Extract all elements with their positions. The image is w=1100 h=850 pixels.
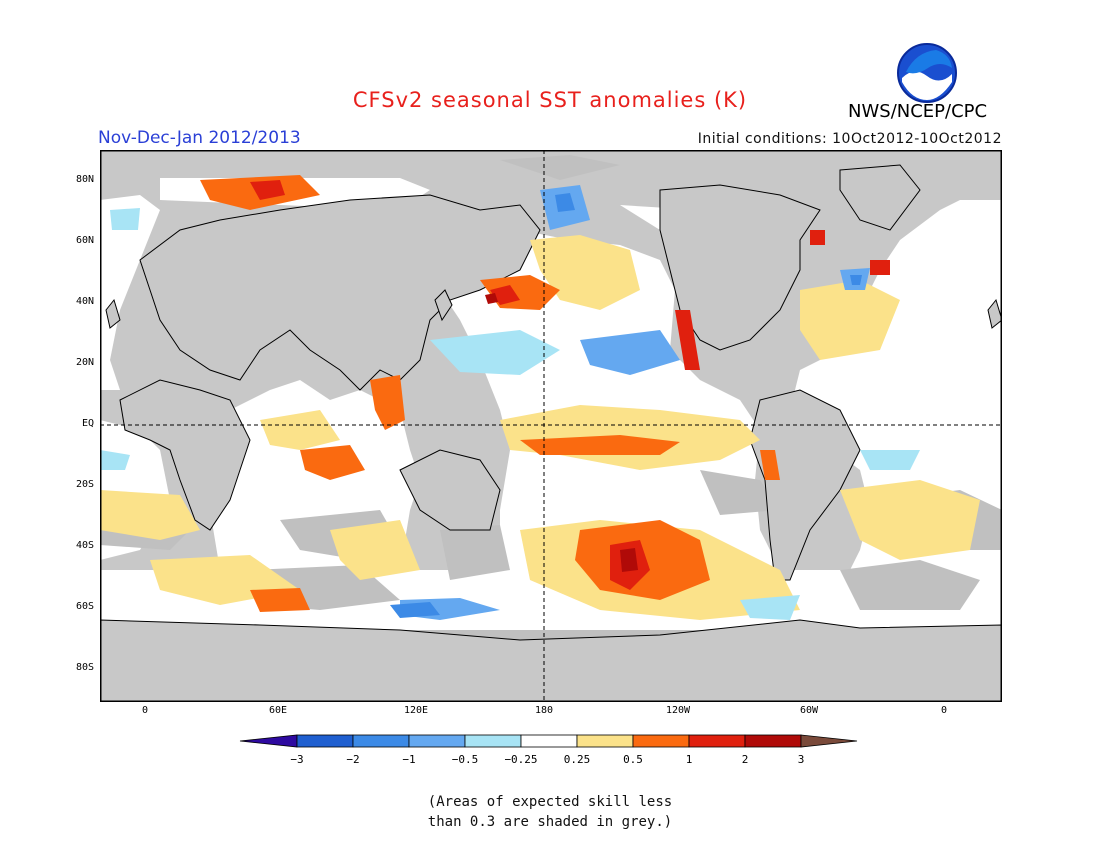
colorbar-tick-label: 3 [798,753,805,766]
colorbar-tick-label: −0.25 [504,753,537,766]
colorbar-legend: −3 −2 −1 −0.5 −0.25 0.25 0.5 1 2 3 [239,734,858,766]
sst-anomaly-map [100,150,1002,702]
lon-label: 120W [665,705,691,716]
noaa-logo-icon [897,43,957,103]
colorbar-labels: −3 −2 −1 −0.5 −0.25 0.25 0.5 1 2 3 [290,753,804,766]
lon-label: 60W [799,705,819,716]
agency-label: NWS/NCEP/CPC [848,101,988,122]
anomaly-hot [250,180,890,590]
colorbar-segments [239,734,858,748]
colorbar-tick-label: 0.25 [564,753,591,766]
lat-label: 60N [75,235,94,246]
colorbar-tick-label: −3 [290,753,303,766]
lat-label: 80S [75,662,94,673]
colorbar-tick-label: −2 [346,753,359,766]
lat-label: 40N [75,296,94,307]
map-frame [100,150,1002,702]
colorbar-segment [688,734,746,748]
lon-label-row: 0 60E 120E 180 120W 60W 0 [0,705,1100,719]
colorbar-tick-label: 0.5 [623,753,643,766]
colorbar-segment [576,734,634,748]
lat-label: 60S [75,601,94,612]
map-title: CFSv2 seasonal SST anomalies (K) [352,88,748,112]
initial-conditions: Initial conditions: 10Oct2012-10Oct2012 [697,131,1002,147]
colorbar-tick-label: −1 [402,753,415,766]
lon-label: 60E [268,705,288,716]
colorbar-segment [296,734,354,748]
lon-label: 180 [534,705,554,716]
anomaly-cold [390,193,862,618]
colorbar-segment [352,734,410,748]
lat-label: EQ [81,418,94,429]
reference-lines [100,150,1002,702]
forecast-period: Nov-Dec-Jan 2012/2013 [98,128,301,148]
colorbar-segment [632,734,690,748]
skill-footnote: (Areas of expected skill less than 0.3 a… [0,792,1100,832]
colorbar-tick-label: 2 [742,753,749,766]
anomaly-light-cool [100,208,920,620]
colorbar-end-high [800,734,858,748]
footnote-line: (Areas of expected skill less [427,794,673,810]
colorbar-end-low [239,734,298,748]
lon-label: 0 [940,705,948,716]
colorbar-segment [520,734,578,748]
lon-label: 0 [141,705,149,716]
colorbar-segment [744,734,802,748]
lat-label: 80N [75,174,94,185]
lat-label: 20N [75,357,94,368]
footnote-line: than 0.3 are shaded in grey.) [427,814,673,830]
colorbar-segment [464,734,522,748]
colorbar-tick-label: 1 [686,753,693,766]
anomaly-very-hot [485,293,638,572]
lat-label: 40S [75,540,94,551]
lat-label: 20S [75,479,94,490]
lon-label: 120E [403,705,429,716]
land-masses [100,164,1002,702]
colorbar-segment [408,734,466,748]
colorbar-tick-label: −0.5 [452,753,479,766]
